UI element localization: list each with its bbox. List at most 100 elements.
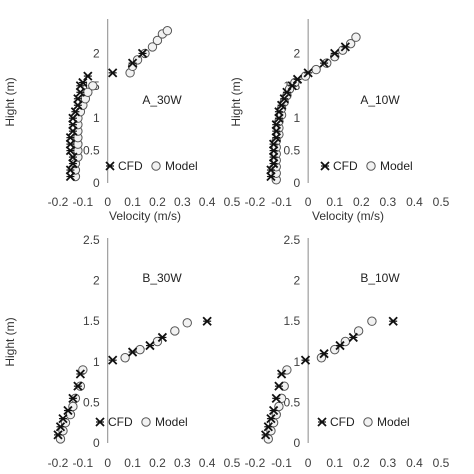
cfd-point [268, 139, 279, 149]
y-tick-label: 2.5 [283, 233, 300, 247]
y-tick-label: 0.5 [283, 144, 300, 158]
x-tick-label: 0 [104, 195, 111, 209]
model-point [88, 81, 98, 91]
x-tick-label: -0.2 [48, 195, 69, 209]
model-point [170, 326, 180, 336]
y-tick-label: 0.5 [283, 395, 300, 409]
cfd-point [127, 58, 138, 68]
cfd-point [53, 430, 63, 440]
y-tick-label: 1.5 [83, 314, 100, 328]
chart-panel-a_30w: 00.511.52-0.2-0.100.10.20.30.40.5Velocit… [3, 19, 241, 223]
panel-label: B_10W [360, 271, 400, 285]
cfd-point [75, 369, 86, 379]
y-tick-label: 1 [93, 111, 100, 125]
legend-label-model: Model [165, 159, 198, 173]
model-point [135, 344, 145, 355]
cfd-point [271, 120, 281, 130]
cfd-point [263, 422, 273, 432]
cfd-point [58, 414, 68, 424]
cfd-point [73, 94, 83, 104]
y-tick-label: 1.5 [283, 314, 300, 328]
y-tick-label: 0 [293, 176, 300, 190]
cfd-point [78, 77, 88, 88]
y-tick-label: 0 [93, 176, 100, 190]
x-tick-label: 0.1 [124, 195, 141, 209]
model-point [147, 42, 158, 52]
legend-label-cfd: CFD [108, 415, 133, 429]
model-point [162, 26, 173, 36]
cfd-point [274, 107, 284, 117]
model-point [363, 417, 373, 427]
cfd-point [137, 48, 148, 59]
legend-label-model: Model [155, 415, 188, 429]
y-tick-label: 0 [293, 436, 300, 450]
legend-label-model: Model [380, 159, 413, 173]
panel-label: A_30W [142, 93, 182, 107]
x-tick-label: 0.4 [406, 195, 423, 209]
cfd-point [335, 340, 345, 351]
cfd-point [388, 316, 398, 326]
cfd-point [330, 48, 340, 59]
x-tick-label: 0.5 [433, 456, 450, 470]
cfd-point [303, 68, 313, 78]
panel-label: A_10W [360, 93, 400, 107]
x-axis-label: Velocity (m/s) [109, 209, 181, 223]
x-tick-label: -0.2 [245, 456, 266, 470]
model-point [152, 35, 163, 46]
legend-label-cfd: CFD [118, 159, 143, 173]
legend: CFD Model [317, 415, 410, 429]
x-tick-label: 0.2 [149, 195, 166, 209]
model-point [141, 417, 151, 427]
x-axis-label: Velocity (m/s) [312, 209, 384, 223]
chart-panel-b_10w: 00.511.522.5-0.2 -0.1 0 0.1 0.2 0.3 0.4 0.5B_10… [245, 233, 450, 470]
model-point [182, 318, 192, 328]
cfd-point [319, 349, 329, 359]
legend-label-cfd: CFD [330, 415, 355, 429]
x-tick-label: 0.3 [380, 195, 397, 209]
cfd-point [319, 58, 329, 68]
cfd-point [276, 100, 287, 110]
y-tick-label: 2.5 [83, 233, 100, 247]
y-tick-label: 1 [93, 355, 100, 369]
x-tick-label: 0.3 [174, 456, 191, 470]
cfd-point [340, 42, 350, 52]
x-tick-label: -0.2 [245, 195, 266, 209]
cfd-point [108, 355, 118, 365]
y-tick-label: 0.5 [83, 395, 100, 409]
y-tick-label: 1 [293, 355, 300, 369]
x-tick-label: 0.4 [199, 456, 216, 470]
y-tick-label: 1 [293, 111, 300, 125]
cfd-point [320, 161, 330, 171]
model-point [132, 55, 143, 65]
cfd-point [68, 393, 78, 403]
y-tick-label: 2 [293, 46, 300, 60]
cfd-point [266, 165, 276, 175]
model-point [367, 316, 377, 326]
chart-panel-b_30w: 0 0.5 1 1.5 2 2.5 -0.2 -0.1 0 0.1 0.2 0.3 0.4 0.5 High… [3, 233, 241, 470]
x-tick-label: 0.5 [224, 456, 241, 470]
cfd-point [105, 161, 115, 171]
cfd-point [276, 369, 287, 379]
legend: CFD Model [320, 159, 413, 173]
model-point [345, 38, 356, 49]
x-tick-label: 0.1 [326, 456, 343, 470]
series-cfd [53, 316, 212, 440]
x-tick-label: 0.2 [149, 456, 166, 470]
x-tick-label: 0 [305, 456, 312, 470]
cfd-point [55, 422, 66, 432]
x-tick-label: 0.2 [353, 456, 370, 470]
cfd-point [63, 405, 73, 416]
cfd-point [145, 340, 155, 351]
x-tick-label: 0.5 [433, 195, 450, 209]
x-tick-label: 0.1 [124, 456, 141, 470]
y-tick-label: 2 [293, 274, 300, 288]
cfd-point [300, 355, 311, 365]
cfd-point [73, 381, 83, 391]
y-axis-label: Hight (m) [229, 77, 243, 126]
cfd-point [65, 133, 76, 143]
model-point [151, 161, 161, 171]
cfd-point [95, 417, 105, 427]
x-tick-label: -0.1 [271, 456, 292, 470]
cfd-point [292, 74, 303, 84]
